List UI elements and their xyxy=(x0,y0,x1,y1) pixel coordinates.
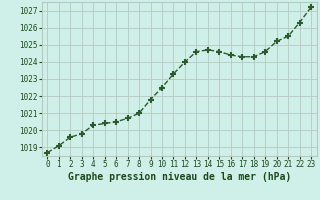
X-axis label: Graphe pression niveau de la mer (hPa): Graphe pression niveau de la mer (hPa) xyxy=(68,172,291,182)
